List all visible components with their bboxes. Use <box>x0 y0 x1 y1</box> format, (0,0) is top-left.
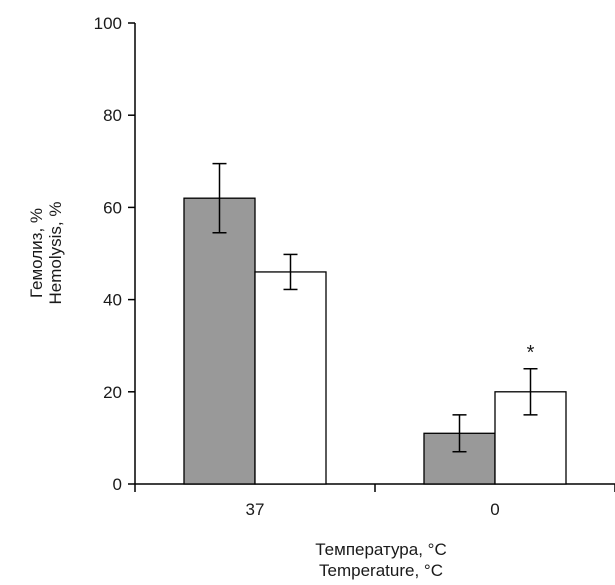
x-ticks: 37 0 <box>134 484 615 519</box>
significance-marker: * <box>527 342 535 364</box>
y-axis-title-line-2: Hemolysis, % <box>46 202 65 305</box>
x-tick-label: 37 <box>246 500 265 519</box>
bar <box>254 271 327 485</box>
y-tick-label: 80 <box>103 106 122 125</box>
y-tick-label: 40 <box>103 291 122 310</box>
bar <box>183 197 256 485</box>
error-bars <box>212 162 538 453</box>
x-tick-label: 0 <box>490 500 499 519</box>
y-tick-label: 0 <box>113 475 122 494</box>
y-tick-label: 60 <box>103 198 122 217</box>
y-ticks: 0 20 40 60 80 100 <box>94 14 135 494</box>
y-tick-label: 20 <box>103 383 122 402</box>
annotations: * <box>527 342 535 364</box>
bars <box>183 197 567 485</box>
y-tick-label: 100 <box>94 14 122 33</box>
x-axis-title-line-2: Temperature, °C <box>319 561 443 580</box>
x-axis-title-line-1: Температура, °C <box>315 540 446 559</box>
y-axis-title-line-1: Гемолиз, % <box>27 208 46 298</box>
